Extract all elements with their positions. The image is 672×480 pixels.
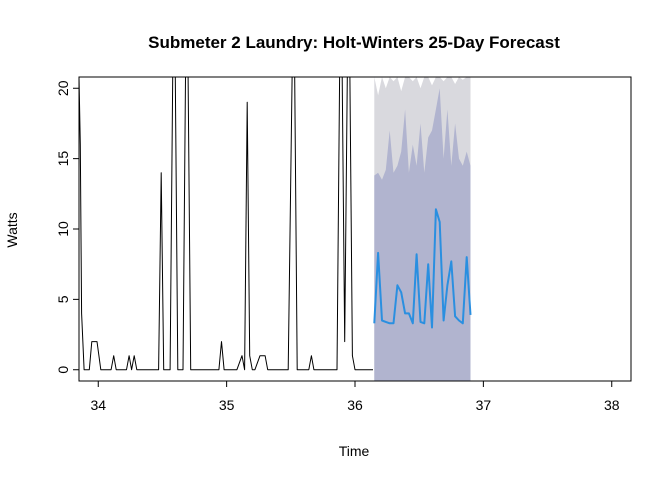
- y-tick-label: 5: [55, 295, 71, 303]
- y-axis-label: Watts: [4, 212, 20, 247]
- y-tick-label: 20: [55, 80, 71, 96]
- y-tick-label: 0: [55, 366, 71, 374]
- observed-line: [78, 76, 373, 371]
- y-axis: 0 5 10 15 20: [55, 80, 79, 374]
- y-tick-label: 15: [55, 151, 71, 167]
- x-axis: 34 35 36 37 38: [90, 381, 620, 413]
- band-80: [374, 88, 471, 382]
- y-tick-label: 10: [55, 221, 71, 237]
- chart-title: Submeter 2 Laundry: Holt-Winters 25-Day …: [148, 33, 560, 52]
- x-tick-label: 38: [604, 397, 620, 413]
- series-lines: [78, 76, 472, 371]
- x-tick-label: 36: [347, 397, 363, 413]
- forecast-line: [373, 208, 472, 329]
- x-tick-label: 34: [90, 397, 106, 413]
- x-axis-label: Time: [339, 443, 370, 459]
- x-tick-label: 35: [219, 397, 235, 413]
- x-tick-label: 37: [476, 397, 492, 413]
- prediction-bands: [374, 77, 471, 382]
